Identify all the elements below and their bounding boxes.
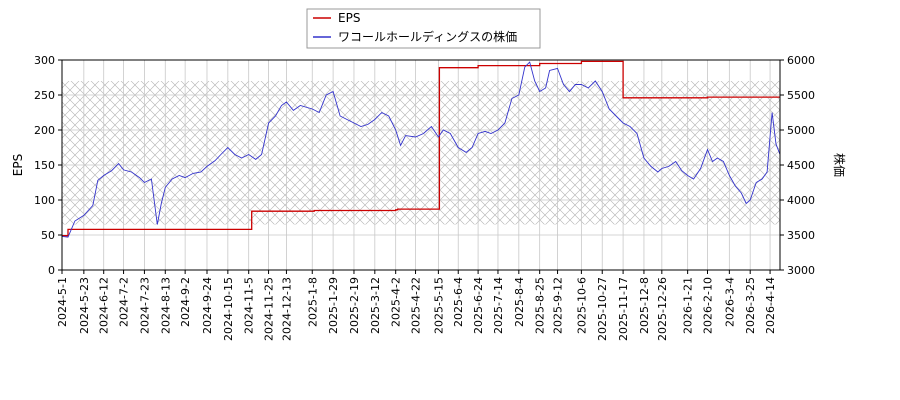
- x-tick-label: 2025-1-8: [306, 277, 319, 327]
- grid: [61, 59, 780, 271]
- x-tick-label: 2025-12-8: [638, 277, 651, 334]
- x-tick-label: 2026-1-21: [682, 277, 695, 334]
- x-tick-label: 2025-10-6: [575, 277, 588, 334]
- x-tick-label: 2024-10-15: [222, 277, 235, 341]
- right-tick-label: 5500: [787, 89, 815, 102]
- left-axis-label: EPS: [11, 154, 25, 176]
- legend-label-eps: EPS: [338, 11, 360, 25]
- left-axis-ticks: 0 50 100 150 200 250 300: [34, 54, 62, 277]
- left-tick-label: 0: [48, 264, 55, 277]
- x-tick-label: 2025-11-17: [617, 277, 630, 341]
- x-tick-label: 2025-7-14: [492, 277, 505, 334]
- legend: EPS ワコールホールディングスの株価: [306, 8, 541, 49]
- x-tick-label: 2025-6-4: [452, 277, 465, 327]
- left-tick-label: 300: [34, 54, 55, 67]
- x-tick-label: 2025-10-27: [596, 277, 609, 341]
- x-tick-label: 2025-4-22: [410, 277, 423, 334]
- x-tick-label: 2025-12-26: [656, 277, 669, 341]
- left-tick-label: 200: [34, 124, 55, 137]
- right-tick-label: 6000: [787, 54, 815, 67]
- x-tick-label: 2024-6-12: [98, 277, 111, 334]
- x-tick-label: 2025-5-15: [432, 277, 445, 334]
- x-tick-label: 2025-9-12: [552, 277, 565, 334]
- x-tick-label: 2024-9-2: [179, 277, 192, 327]
- right-tick-label: 3000: [787, 264, 815, 277]
- right-axis-ticks: 3000 3500 4000 4500 5000 5500 6000: [780, 54, 815, 277]
- left-tick-label: 250: [34, 89, 55, 102]
- right-tick-label: 4000: [787, 194, 815, 207]
- x-tick-label: 2025-4-2: [390, 277, 403, 327]
- x-tick-label: 2025-8-25: [534, 277, 547, 334]
- legend-label-stock: ワコールホールディングスの株価: [338, 29, 517, 44]
- x-tick-label: 2025-1-29: [327, 277, 340, 334]
- series-layer: [62, 60, 780, 238]
- x-tick-label: 2026-4-14: [764, 277, 777, 334]
- right-tick-label: 3500: [787, 229, 815, 242]
- x-tick-label: 2024-5-1: [56, 277, 69, 327]
- x-tick-label: 2026-2-10: [702, 277, 715, 334]
- left-tick-label: 50: [41, 229, 55, 242]
- right-tick-label: 5000: [787, 124, 815, 137]
- x-tick-label: 2024-5-23: [78, 277, 91, 334]
- x-tick-label: 2024-8-13: [159, 277, 172, 334]
- series-line-eps: [62, 60, 780, 237]
- x-tick-label: 2025-2-19: [348, 277, 361, 334]
- x-tick-label: 2026-3-4: [723, 277, 736, 327]
- right-tick-label: 4500: [787, 159, 815, 172]
- left-tick-label: 100: [34, 194, 55, 207]
- x-tick-label: 2024-7-2: [118, 277, 131, 327]
- x-tick-label: 2025-3-12: [369, 277, 382, 334]
- shaded-range: [62, 81, 780, 225]
- series-line-stock-price: [62, 61, 780, 238]
- left-tick-label: 150: [34, 159, 55, 172]
- x-tick-label: 2024-12-13: [280, 277, 293, 341]
- x-axis-ticks: 2024-5-1 2024-5-23 2024-6-12 2024-7-2 2024-7…: [56, 270, 777, 341]
- x-tick-label: 2025-6-24: [472, 277, 485, 334]
- x-tick-label: 2024-9-24: [201, 277, 214, 334]
- right-axis-label: 株価: [832, 153, 847, 177]
- x-tick-label: 2024-7-23: [138, 277, 151, 334]
- x-tick-label: 2024-11-5: [243, 277, 256, 334]
- legend-box: [306, 8, 541, 49]
- x-tick-label: 2025-8-4: [513, 277, 526, 327]
- x-tick-label: 2024-11-25: [263, 277, 276, 341]
- x-tick-label: 2026-3-25: [744, 277, 757, 334]
